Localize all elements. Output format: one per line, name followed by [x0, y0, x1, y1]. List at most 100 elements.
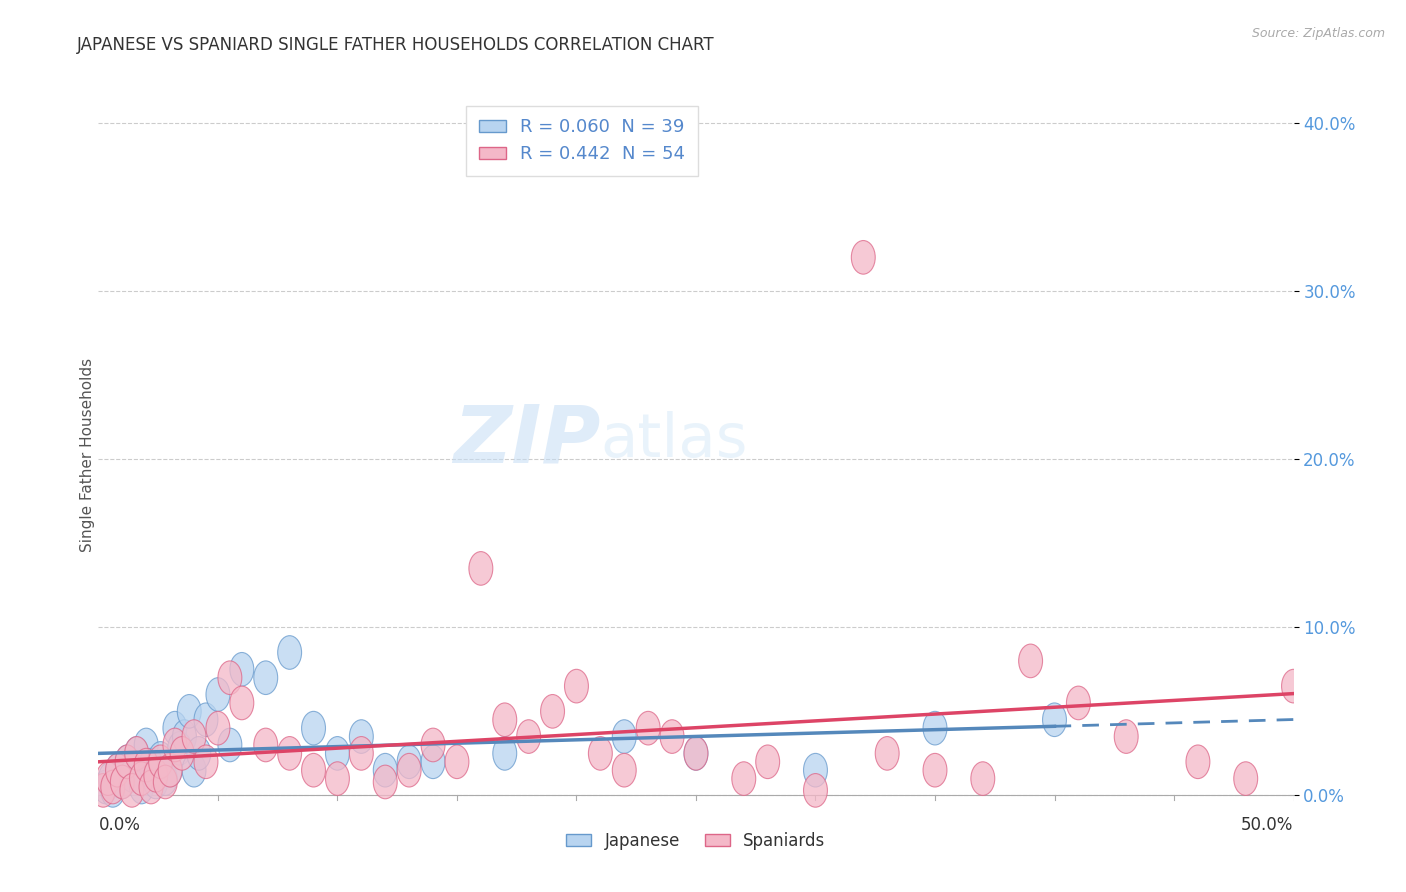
Ellipse shape [143, 765, 167, 798]
Y-axis label: Single Father Households: Single Father Households [80, 358, 94, 552]
Ellipse shape [589, 737, 613, 770]
Ellipse shape [613, 754, 637, 787]
Ellipse shape [565, 669, 589, 703]
Ellipse shape [804, 754, 828, 787]
Text: Source: ZipAtlas.com: Source: ZipAtlas.com [1251, 27, 1385, 40]
Text: 50.0%: 50.0% [1241, 815, 1294, 834]
Ellipse shape [494, 737, 517, 770]
Ellipse shape [111, 765, 135, 798]
Ellipse shape [494, 703, 517, 737]
Ellipse shape [170, 737, 194, 770]
Ellipse shape [1019, 644, 1043, 678]
Text: ZIP: ZIP [453, 401, 600, 479]
Ellipse shape [661, 720, 685, 754]
Ellipse shape [105, 754, 129, 787]
Ellipse shape [159, 754, 183, 787]
Ellipse shape [517, 720, 541, 754]
Ellipse shape [326, 737, 350, 770]
Ellipse shape [278, 737, 302, 770]
Ellipse shape [972, 762, 995, 796]
Ellipse shape [120, 758, 143, 792]
Ellipse shape [685, 737, 709, 770]
Ellipse shape [350, 720, 374, 754]
Text: JAPANESE VS SPANIARD SINGLE FATHER HOUSEHOLDS CORRELATION CHART: JAPANESE VS SPANIARD SINGLE FATHER HOUSE… [77, 36, 716, 54]
Ellipse shape [163, 728, 187, 762]
Ellipse shape [143, 758, 167, 792]
Ellipse shape [374, 765, 398, 798]
Ellipse shape [207, 711, 231, 745]
Ellipse shape [422, 745, 446, 779]
Ellipse shape [326, 762, 350, 796]
Ellipse shape [115, 745, 139, 779]
Ellipse shape [98, 762, 122, 796]
Ellipse shape [254, 728, 278, 762]
Ellipse shape [153, 765, 177, 798]
Ellipse shape [173, 720, 197, 754]
Ellipse shape [183, 754, 207, 787]
Ellipse shape [733, 762, 756, 796]
Ellipse shape [398, 754, 422, 787]
Ellipse shape [231, 652, 254, 686]
Ellipse shape [139, 770, 163, 804]
Ellipse shape [231, 686, 254, 720]
Ellipse shape [756, 745, 780, 779]
Ellipse shape [194, 703, 218, 737]
Ellipse shape [177, 695, 201, 728]
Ellipse shape [94, 770, 118, 804]
Ellipse shape [125, 737, 149, 770]
Ellipse shape [125, 737, 149, 770]
Ellipse shape [278, 636, 302, 669]
Ellipse shape [163, 711, 187, 745]
Ellipse shape [302, 754, 326, 787]
Text: atlas: atlas [600, 411, 748, 470]
Ellipse shape [613, 720, 637, 754]
Ellipse shape [302, 711, 326, 745]
Ellipse shape [153, 762, 177, 796]
Ellipse shape [1234, 762, 1258, 796]
Ellipse shape [350, 737, 374, 770]
Legend: Japanese, Spaniards: Japanese, Spaniards [560, 825, 832, 856]
Ellipse shape [446, 745, 470, 779]
Ellipse shape [159, 754, 183, 787]
Ellipse shape [101, 770, 125, 804]
Ellipse shape [876, 737, 900, 770]
Ellipse shape [470, 551, 494, 585]
Ellipse shape [1043, 703, 1067, 737]
Ellipse shape [129, 770, 153, 804]
Ellipse shape [183, 720, 207, 754]
Ellipse shape [1067, 686, 1091, 720]
Ellipse shape [194, 745, 218, 779]
Ellipse shape [1187, 745, 1211, 779]
Ellipse shape [541, 695, 565, 728]
Ellipse shape [1282, 669, 1306, 703]
Ellipse shape [398, 745, 422, 779]
Ellipse shape [254, 661, 278, 695]
Ellipse shape [120, 773, 143, 807]
Ellipse shape [101, 773, 125, 807]
Ellipse shape [129, 762, 153, 796]
Ellipse shape [207, 678, 231, 711]
Ellipse shape [218, 728, 242, 762]
Ellipse shape [96, 762, 120, 796]
Ellipse shape [187, 737, 211, 770]
Ellipse shape [139, 748, 163, 782]
Ellipse shape [135, 728, 159, 762]
Ellipse shape [374, 754, 398, 787]
Ellipse shape [852, 241, 876, 274]
Ellipse shape [149, 741, 173, 775]
Ellipse shape [637, 711, 661, 745]
Ellipse shape [167, 731, 191, 765]
Ellipse shape [924, 754, 948, 787]
Ellipse shape [105, 754, 129, 787]
Ellipse shape [924, 711, 948, 745]
Ellipse shape [218, 661, 242, 695]
Ellipse shape [111, 765, 135, 798]
Ellipse shape [91, 773, 115, 807]
Ellipse shape [135, 748, 159, 782]
Ellipse shape [1115, 720, 1139, 754]
Ellipse shape [685, 737, 709, 770]
Ellipse shape [115, 745, 139, 779]
Ellipse shape [149, 745, 173, 779]
Ellipse shape [422, 728, 446, 762]
Text: 0.0%: 0.0% [98, 815, 141, 834]
